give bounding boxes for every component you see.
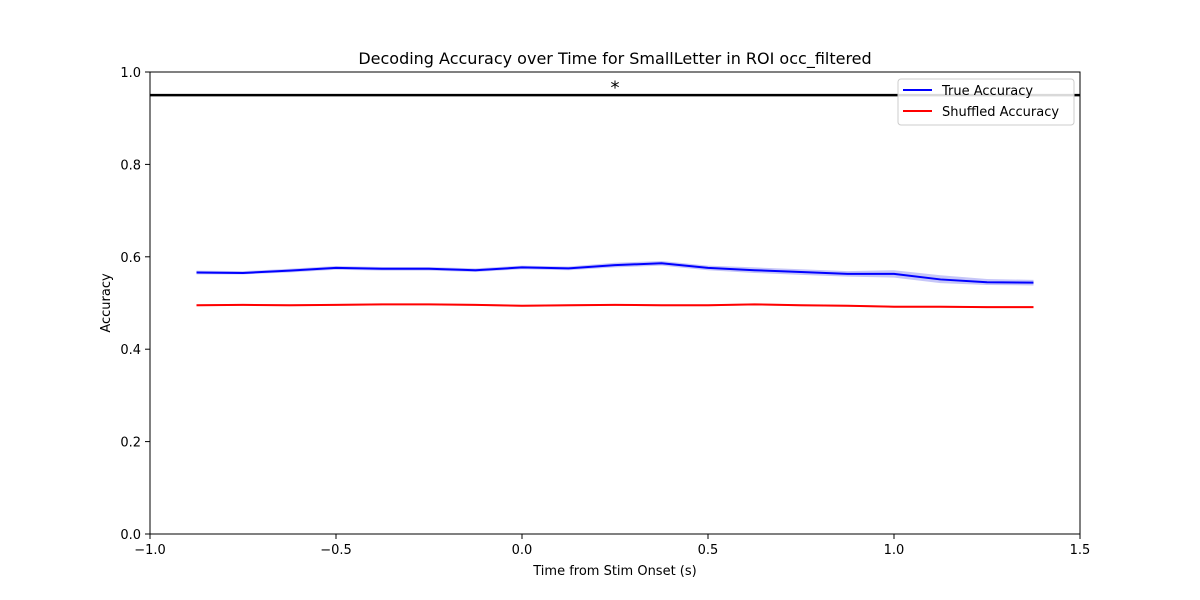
x-tick-label: 0.0	[512, 543, 533, 558]
x-axis: −1.0 −0.5 0.0 0.5 1.0 1.5	[134, 534, 1090, 558]
x-tick-label: 0.5	[698, 543, 719, 558]
plot-area: *	[150, 78, 1080, 309]
series-1-line	[196, 303, 1034, 309]
y-tick-label: 0.6	[120, 251, 141, 266]
legend-label-1: Shuffled Accuracy	[942, 105, 1059, 120]
series-0-line	[196, 262, 1034, 284]
legend-label-0: True Accuracy	[941, 84, 1033, 99]
series-0-confidence-band	[196, 260, 1034, 286]
x-tick-label: −0.5	[320, 543, 352, 558]
y-tick-label: 0.8	[120, 158, 141, 173]
legend: True Accuracy Shuffled Accuracy	[897, 78, 1075, 126]
significance-marker: *	[611, 78, 620, 99]
x-tick-label: 1.5	[1070, 543, 1091, 558]
legend-box	[897, 78, 1075, 126]
x-tick-label: −1.0	[134, 543, 166, 558]
y-tick-label: 1.0	[120, 66, 141, 81]
chart-title: Decoding Accuracy over Time for SmallLet…	[358, 49, 871, 69]
plot-frame	[149, 71, 1081, 535]
x-axis-label: Time from Stim Onset (s)	[532, 564, 696, 579]
y-tick-label: 0.4	[120, 343, 141, 358]
y-axis: 0.0 0.2 0.4 0.6 0.8 1.0	[120, 66, 150, 543]
y-axis-label: Accuracy	[99, 273, 114, 333]
y-tick-label: 0.2	[120, 436, 141, 451]
x-tick-label: 1.0	[884, 543, 905, 558]
y-tick-label: 0.0	[120, 528, 141, 543]
